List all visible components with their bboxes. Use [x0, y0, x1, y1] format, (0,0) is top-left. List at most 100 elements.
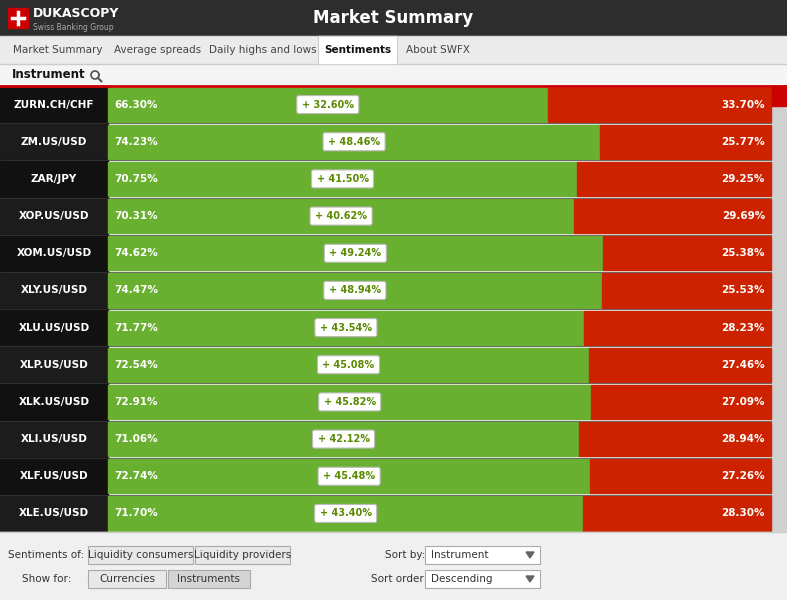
- FancyBboxPatch shape: [310, 207, 372, 225]
- Text: 33.70%: 33.70%: [722, 100, 765, 110]
- Text: 72.74%: 72.74%: [114, 471, 158, 481]
- Bar: [108, 385, 591, 419]
- Bar: [548, 88, 771, 122]
- Bar: [0, 383, 108, 421]
- Text: 70.75%: 70.75%: [114, 174, 157, 184]
- Bar: [0, 86, 108, 123]
- Bar: [108, 496, 583, 530]
- Bar: [0, 197, 108, 235]
- Text: + 43.54%: + 43.54%: [320, 323, 372, 332]
- Bar: [168, 570, 250, 588]
- Text: + 45.08%: + 45.08%: [323, 360, 375, 370]
- Text: 27.46%: 27.46%: [721, 360, 765, 370]
- Bar: [425, 570, 540, 588]
- Text: 74.23%: 74.23%: [114, 137, 157, 147]
- Bar: [579, 422, 771, 456]
- Text: XLY.US/USD: XLY.US/USD: [20, 286, 87, 295]
- Text: 66.30%: 66.30%: [114, 100, 157, 110]
- Text: XLU.US/USD: XLU.US/USD: [18, 323, 90, 332]
- Bar: [0, 309, 108, 346]
- Text: Instruments: Instruments: [178, 574, 241, 584]
- FancyBboxPatch shape: [297, 95, 359, 113]
- FancyBboxPatch shape: [312, 430, 375, 448]
- Bar: [108, 459, 590, 493]
- Bar: [0, 532, 787, 600]
- Text: + 49.24%: + 49.24%: [330, 248, 382, 258]
- Text: Sentiments: Sentiments: [324, 45, 391, 55]
- Text: XLI.US/USD: XLI.US/USD: [20, 434, 87, 444]
- Text: 27.09%: 27.09%: [722, 397, 765, 407]
- Text: 28.30%: 28.30%: [722, 508, 765, 518]
- Text: Sort by:: Sort by:: [385, 550, 426, 560]
- Text: + 48.46%: + 48.46%: [328, 137, 380, 147]
- Text: 71.06%: 71.06%: [114, 434, 157, 444]
- Bar: [168, 570, 250, 588]
- Text: 70.31%: 70.31%: [114, 211, 157, 221]
- Text: ZAR/JPY: ZAR/JPY: [31, 174, 77, 184]
- Text: Market Summary: Market Summary: [313, 9, 474, 27]
- Bar: [425, 570, 540, 588]
- FancyBboxPatch shape: [318, 467, 380, 485]
- Polygon shape: [526, 552, 534, 558]
- Bar: [108, 274, 602, 307]
- Text: 71.77%: 71.77%: [114, 323, 158, 332]
- Bar: [88, 570, 166, 588]
- Text: Average spreads: Average spreads: [114, 45, 201, 55]
- Bar: [584, 311, 771, 344]
- Text: 29.69%: 29.69%: [722, 211, 765, 221]
- Text: 28.94%: 28.94%: [722, 434, 765, 444]
- Bar: [88, 546, 193, 564]
- Text: 27.26%: 27.26%: [722, 471, 765, 481]
- Text: 74.62%: 74.62%: [114, 248, 157, 258]
- Bar: [583, 496, 771, 530]
- Text: + 48.94%: + 48.94%: [329, 286, 381, 295]
- Bar: [772, 86, 786, 106]
- Bar: [108, 236, 603, 271]
- Text: ZURN.CH/CHF: ZURN.CH/CHF: [13, 100, 94, 110]
- Text: + 41.50%: + 41.50%: [316, 174, 368, 184]
- Bar: [108, 125, 600, 159]
- Text: Show for:: Show for:: [22, 574, 72, 584]
- Bar: [0, 346, 108, 383]
- Bar: [771, 86, 787, 532]
- Text: XOP.US/USD: XOP.US/USD: [19, 211, 89, 221]
- Bar: [0, 36, 787, 64]
- Bar: [108, 422, 579, 456]
- Bar: [108, 162, 577, 196]
- Bar: [0, 458, 108, 495]
- Text: 72.91%: 72.91%: [114, 397, 157, 407]
- Bar: [318, 36, 397, 63]
- Text: 72.54%: 72.54%: [114, 360, 157, 370]
- Text: DUKASCOPY: DUKASCOPY: [33, 7, 120, 20]
- Bar: [575, 199, 771, 233]
- Bar: [0, 495, 108, 532]
- Text: XLE.US/USD: XLE.US/USD: [19, 508, 89, 518]
- Bar: [600, 125, 771, 159]
- FancyBboxPatch shape: [312, 170, 374, 188]
- Text: Daily highs and lows: Daily highs and lows: [209, 45, 316, 55]
- Text: 74.47%: 74.47%: [114, 286, 158, 295]
- Bar: [603, 236, 771, 271]
- Bar: [8, 8, 28, 28]
- Bar: [108, 199, 575, 233]
- Text: 25.53%: 25.53%: [722, 286, 765, 295]
- Bar: [0, 64, 787, 86]
- Bar: [88, 546, 193, 564]
- Bar: [108, 88, 548, 122]
- Polygon shape: [526, 576, 534, 582]
- Text: 71.70%: 71.70%: [114, 508, 157, 518]
- Bar: [0, 421, 108, 458]
- Text: Liquidity providers: Liquidity providers: [194, 550, 291, 560]
- Text: XLF.US/USD: XLF.US/USD: [20, 471, 88, 481]
- FancyBboxPatch shape: [324, 244, 386, 262]
- Bar: [195, 546, 290, 564]
- Bar: [590, 459, 771, 493]
- Bar: [0, 123, 108, 160]
- Bar: [591, 385, 771, 419]
- Text: + 43.40%: + 43.40%: [320, 508, 371, 518]
- Bar: [602, 274, 771, 307]
- Text: + 45.82%: + 45.82%: [323, 397, 375, 407]
- Text: ZM.US/USD: ZM.US/USD: [20, 137, 87, 147]
- FancyBboxPatch shape: [323, 133, 385, 151]
- Text: Instrument: Instrument: [12, 68, 86, 82]
